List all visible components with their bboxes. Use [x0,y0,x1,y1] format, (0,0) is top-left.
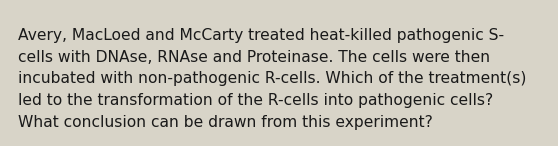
Text: Avery, MacLoed and McCarty treated heat-killed pathogenic S-
cells with DNAse, R: Avery, MacLoed and McCarty treated heat-… [18,28,526,130]
